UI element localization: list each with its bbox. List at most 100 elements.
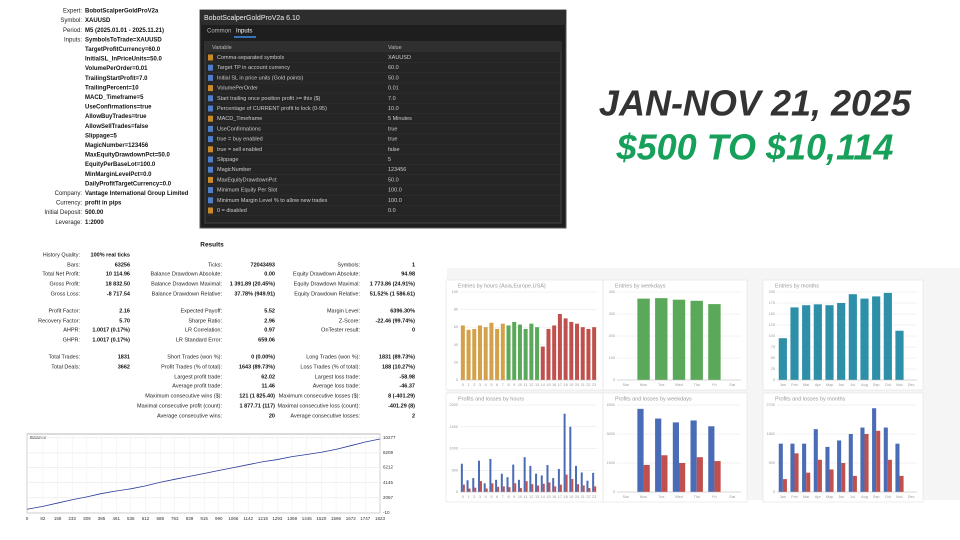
x-tick-label: Apr: [815, 495, 822, 499]
bar: [497, 486, 500, 492]
x-tick-label: Nov: [896, 495, 903, 499]
x-tick-label: Jan: [780, 383, 786, 387]
result-label: Balance Drawdown Relative:: [152, 291, 223, 297]
variable-name: Minimum Equity Per Slot: [217, 188, 278, 194]
y-tick-label: 4145: [383, 480, 394, 485]
bar: [860, 298, 869, 380]
y-tick-label: 2000: [450, 403, 458, 407]
x-tick-label: 15: [546, 383, 550, 387]
variable-value: false: [388, 147, 400, 153]
bar: [519, 488, 522, 492]
row-icon: [208, 115, 213, 122]
bar: [472, 328, 477, 380]
x-tick-label: 12: [529, 383, 533, 387]
x-tick-label: Mar: [803, 383, 810, 387]
bar: [466, 480, 469, 492]
x-tick-label: 3: [479, 495, 481, 499]
bar: [495, 479, 498, 492]
result-value: -401.29 (8): [388, 403, 415, 409]
variable-value: 7.0: [388, 96, 396, 102]
bar: [864, 434, 869, 492]
result-label: Maximal consecutive profit (count):: [137, 403, 222, 409]
bar: [491, 483, 494, 492]
report-label: Leverage:: [55, 220, 82, 226]
bar: [468, 488, 471, 492]
report-value: XAUUSD: [85, 18, 111, 24]
x-tick-label: 3: [479, 383, 481, 387]
tab[interactable]: Inputs: [236, 29, 252, 35]
bar: [708, 426, 715, 492]
bar: [540, 475, 543, 492]
x-tick-label: 1672: [346, 516, 357, 521]
result-label: Average consecutive losses:: [290, 413, 360, 419]
bar: [813, 304, 822, 380]
variable-value: 10.0: [388, 106, 399, 112]
bar: [679, 463, 686, 492]
x-tick-label: Thu: [693, 383, 700, 387]
bar: [557, 468, 560, 492]
report-label: Company:: [55, 191, 83, 197]
result-label: Equity Drawdown Absolute:: [293, 271, 360, 277]
x-tick-label: 20: [575, 495, 579, 499]
report-value: VolumePerOrder=0.01: [85, 66, 148, 72]
x-tick-label: Thu: [693, 495, 700, 499]
x-tick-label: 7: [502, 383, 504, 387]
bar: [637, 298, 650, 380]
x-tick-label: Sun: [622, 495, 629, 499]
bar: [508, 487, 511, 492]
y-tick-label: 20: [454, 360, 458, 364]
bar: [500, 323, 505, 380]
bar: [661, 455, 668, 492]
result-value: 5.70: [119, 318, 130, 324]
report-label: Initial Deposit:: [44, 210, 82, 216]
x-tick-label: 10: [518, 383, 522, 387]
bar: [512, 464, 515, 492]
y-tick-label: -10: [383, 510, 390, 515]
y-tick-label: 75: [771, 345, 775, 349]
y-tick-label: 6212: [383, 465, 394, 470]
x-tick-label: Feb: [791, 383, 798, 387]
x-tick-label: Tue: [658, 383, 664, 387]
variable-name: true = sell enabled: [217, 147, 262, 153]
x-tick-label: 1218: [258, 516, 269, 521]
balance-line: [26, 438, 381, 510]
bar: [588, 488, 591, 492]
x-tick-label: 1445: [302, 516, 313, 521]
x-tick-label: 13: [535, 383, 539, 387]
result-value: 6396.30%: [390, 308, 415, 314]
bar: [577, 484, 580, 492]
result-label: Equity Drawdown Relative:: [294, 291, 360, 297]
x-tick-label: 5: [490, 495, 492, 499]
report-label: Symbol:: [60, 18, 82, 24]
bar: [696, 457, 703, 492]
tab[interactable]: Common: [207, 29, 231, 35]
result-value: 8 (-401.29): [388, 393, 415, 399]
bar: [594, 486, 597, 492]
bar: [829, 469, 834, 492]
bar: [546, 328, 551, 380]
report-value: TrailingStartProfit=7.0: [85, 76, 148, 82]
bar: [841, 463, 846, 492]
column-header: Variable: [212, 45, 232, 51]
bar: [580, 472, 583, 492]
bar: [708, 304, 721, 380]
bar: [883, 292, 892, 380]
bar: [575, 465, 578, 492]
result-label: Maximum consecutive wins ($):: [145, 393, 222, 399]
y-tick-label: 8209: [383, 450, 394, 455]
bar: [542, 483, 545, 492]
x-tick-label: Jan: [780, 495, 786, 499]
bar: [477, 325, 482, 380]
y-tick-label: 400: [609, 290, 615, 294]
bar: [899, 475, 904, 492]
x-tick-label: Mar: [803, 495, 810, 499]
result-label: Total Trades:: [49, 354, 81, 360]
bar: [479, 481, 482, 492]
bar: [852, 475, 857, 492]
bar: [531, 484, 534, 492]
x-tick-label: 1369: [287, 516, 298, 521]
x-tick-label: 16: [552, 495, 556, 499]
bar: [876, 430, 881, 492]
report-value: MinMarginLevelPct=0.0: [85, 172, 152, 178]
x-tick-label: 612: [142, 516, 150, 521]
